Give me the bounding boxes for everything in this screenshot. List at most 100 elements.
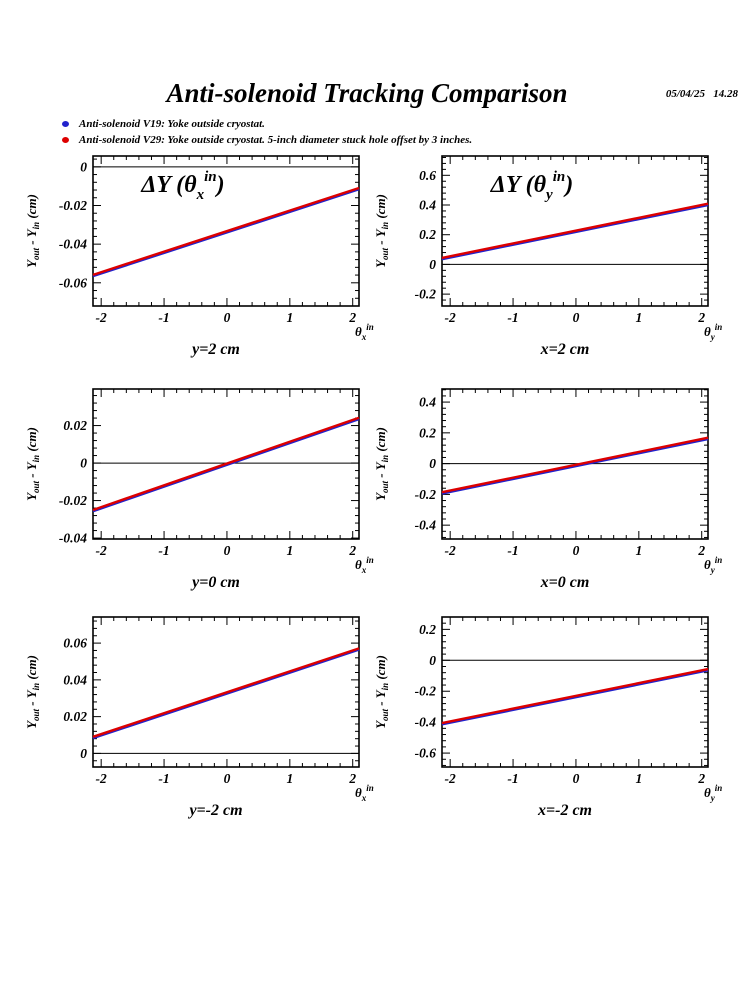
x-tick-label: 1 — [635, 771, 642, 786]
x-tick-label: -1 — [507, 771, 518, 786]
x-axis-symbol: θxin — [355, 322, 374, 342]
plot-caption: x=2 cm — [540, 341, 590, 358]
x-tick-label: 0 — [573, 310, 580, 325]
y-axis-label: Yout - Yin (cm) — [24, 655, 41, 729]
x-axis-symbol: θxin — [355, 783, 374, 803]
timestamp: 05/04/25 14.28 — [665, 88, 738, 100]
y-tick-label: 0.2 — [419, 227, 436, 242]
y-tick-label: 0 — [80, 159, 87, 174]
y-tick-label: -0.04 — [59, 237, 87, 252]
y-tick-label: -0.02 — [59, 493, 87, 508]
series-line-v29 — [441, 202, 709, 260]
plot-x0cm: 0.4 0.2 0 -0.2 -0.4 -2 -1 0 1 2 θyin x=0 cm Yout - Y… — [369, 383, 729, 611]
x-tick-label: 2 — [348, 310, 356, 325]
series-line-v29 — [441, 436, 709, 494]
x-tick-label: 2 — [697, 771, 705, 786]
x-tick-label: 0 — [224, 543, 231, 558]
legend-item-v19: Anti-solenoid V19: Yoke outside cryostat… — [62, 116, 472, 132]
x-tick-label: -2 — [445, 543, 456, 558]
y-axis-label: Yout - Yin (cm) — [373, 427, 390, 501]
x-tick-label: -1 — [507, 543, 518, 558]
plot-frame — [92, 388, 360, 540]
x-tick-label: 0 — [224, 310, 231, 325]
x-axis-symbol: θxin — [355, 555, 374, 575]
series-line-v29 — [92, 186, 360, 276]
x-tick-label: -2 — [96, 771, 107, 786]
x-tick-label: 2 — [697, 543, 705, 558]
legend-label-v29: Anti-solenoid V29: Yoke outside cryostat… — [79, 134, 473, 146]
y-tick-label: -0.4 — [415, 715, 437, 730]
plot-caption: x=-2 cm — [537, 802, 592, 819]
plot-xm2cm: 0.2 0 -0.2 -0.4 -0.6 -2 -1 0 1 2 θyin x=-2 cm Yout -… — [369, 611, 729, 839]
x-tick-label: -2 — [445, 771, 456, 786]
axis-ticks — [442, 616, 708, 767]
y-tick-label: -0.4 — [415, 518, 437, 533]
plot-frame — [441, 155, 709, 307]
y-tick-label: 0.02 — [63, 709, 87, 724]
x-tick-label: -2 — [96, 310, 107, 325]
axis-ticks — [93, 617, 359, 767]
y-tick-label: 0.02 — [63, 418, 87, 433]
x-axis-symbol: θyin — [704, 783, 722, 803]
y-tick-label: 0.4 — [419, 198, 436, 213]
plot-frame — [92, 616, 360, 768]
series-line-v19 — [92, 418, 360, 513]
y-tick-label: -0.06 — [59, 275, 87, 290]
plot-y2cm: 0 -0.02 -0.04 -0.06 -2 -1 0 1 2 θxin y=2 cm ΔY (θxi… — [20, 150, 380, 378]
plot-y0cm: 0.02 0 -0.02 -0.04 -2 -1 0 1 2 θxin y=0 cm Yout - Y… — [20, 383, 380, 611]
series-line-v29 — [441, 667, 709, 725]
series-line-v19 — [441, 669, 709, 726]
y-tick-label: 0 — [80, 456, 87, 471]
y-tick-label: 0.2 — [419, 622, 436, 637]
plot-caption: y=0 cm — [190, 574, 240, 591]
x-tick-label: 1 — [286, 543, 293, 558]
series-line-v29 — [92, 416, 360, 512]
series-line-v19 — [92, 188, 360, 278]
x-tick-label: -1 — [507, 310, 518, 325]
x-tick-label: 0 — [224, 771, 231, 786]
x-tick-label: 1 — [286, 771, 293, 786]
y-tick-label: 0.06 — [63, 636, 87, 651]
y-tick-label: -0.02 — [59, 198, 87, 213]
legend-label-v19: Anti-solenoid V19: Yoke outside cryostat… — [79, 118, 265, 130]
x-tick-label: 0 — [573, 771, 580, 786]
y-axis-label: Yout - Yin (cm) — [24, 194, 41, 268]
x-tick-label: -1 — [158, 771, 169, 786]
x-tick-label: 2 — [348, 543, 356, 558]
series-line-v19 — [441, 204, 709, 261]
x-tick-label: -1 — [158, 310, 169, 325]
plot-caption: y=-2 cm — [187, 802, 242, 819]
y-tick-label: -0.2 — [415, 487, 437, 502]
plot-x2cm: 0.6 0.4 0.2 0 -0.2 -2 -1 0 1 2 θyin x=2 cm ΔY (θyin)… — [369, 150, 729, 378]
plot-title: ΔY (θxin) — [140, 169, 224, 203]
x-tick-label: 0 — [573, 543, 580, 558]
y-axis-label: Yout - Yin (cm) — [24, 427, 41, 501]
y-tick-label: -0.2 — [415, 287, 437, 302]
y-tick-label: -0.04 — [59, 531, 87, 546]
legend: Anti-solenoid V19: Yoke outside cryostat… — [62, 116, 472, 148]
y-axis-label: Yout - Yin (cm) — [373, 655, 390, 729]
y-axis-label: Yout - Yin (cm) — [373, 194, 390, 268]
y-tick-label: 0 — [80, 746, 87, 761]
y-tick-label: 0 — [429, 257, 436, 272]
y-tick-label: 0.04 — [63, 672, 87, 687]
legend-marker-red-icon — [62, 137, 69, 143]
y-tick-label: 0 — [429, 456, 436, 471]
y-tick-label: -0.6 — [415, 746, 437, 761]
x-tick-label: 1 — [635, 543, 642, 558]
y-tick-label: 0 — [429, 653, 436, 668]
x-axis-symbol: θyin — [704, 322, 722, 342]
series-line-v19 — [441, 438, 709, 495]
plot-frame — [441, 616, 709, 768]
y-tick-label: -0.2 — [415, 684, 437, 699]
plot-caption: x=0 cm — [540, 574, 590, 591]
x-tick-label: 2 — [697, 310, 705, 325]
plot-ym2cm: 0.06 0.04 0.02 0 -2 -1 0 1 2 θxin y=-2 cm Yout - Yi… — [20, 611, 380, 839]
y-tick-label: 0.6 — [419, 168, 436, 183]
